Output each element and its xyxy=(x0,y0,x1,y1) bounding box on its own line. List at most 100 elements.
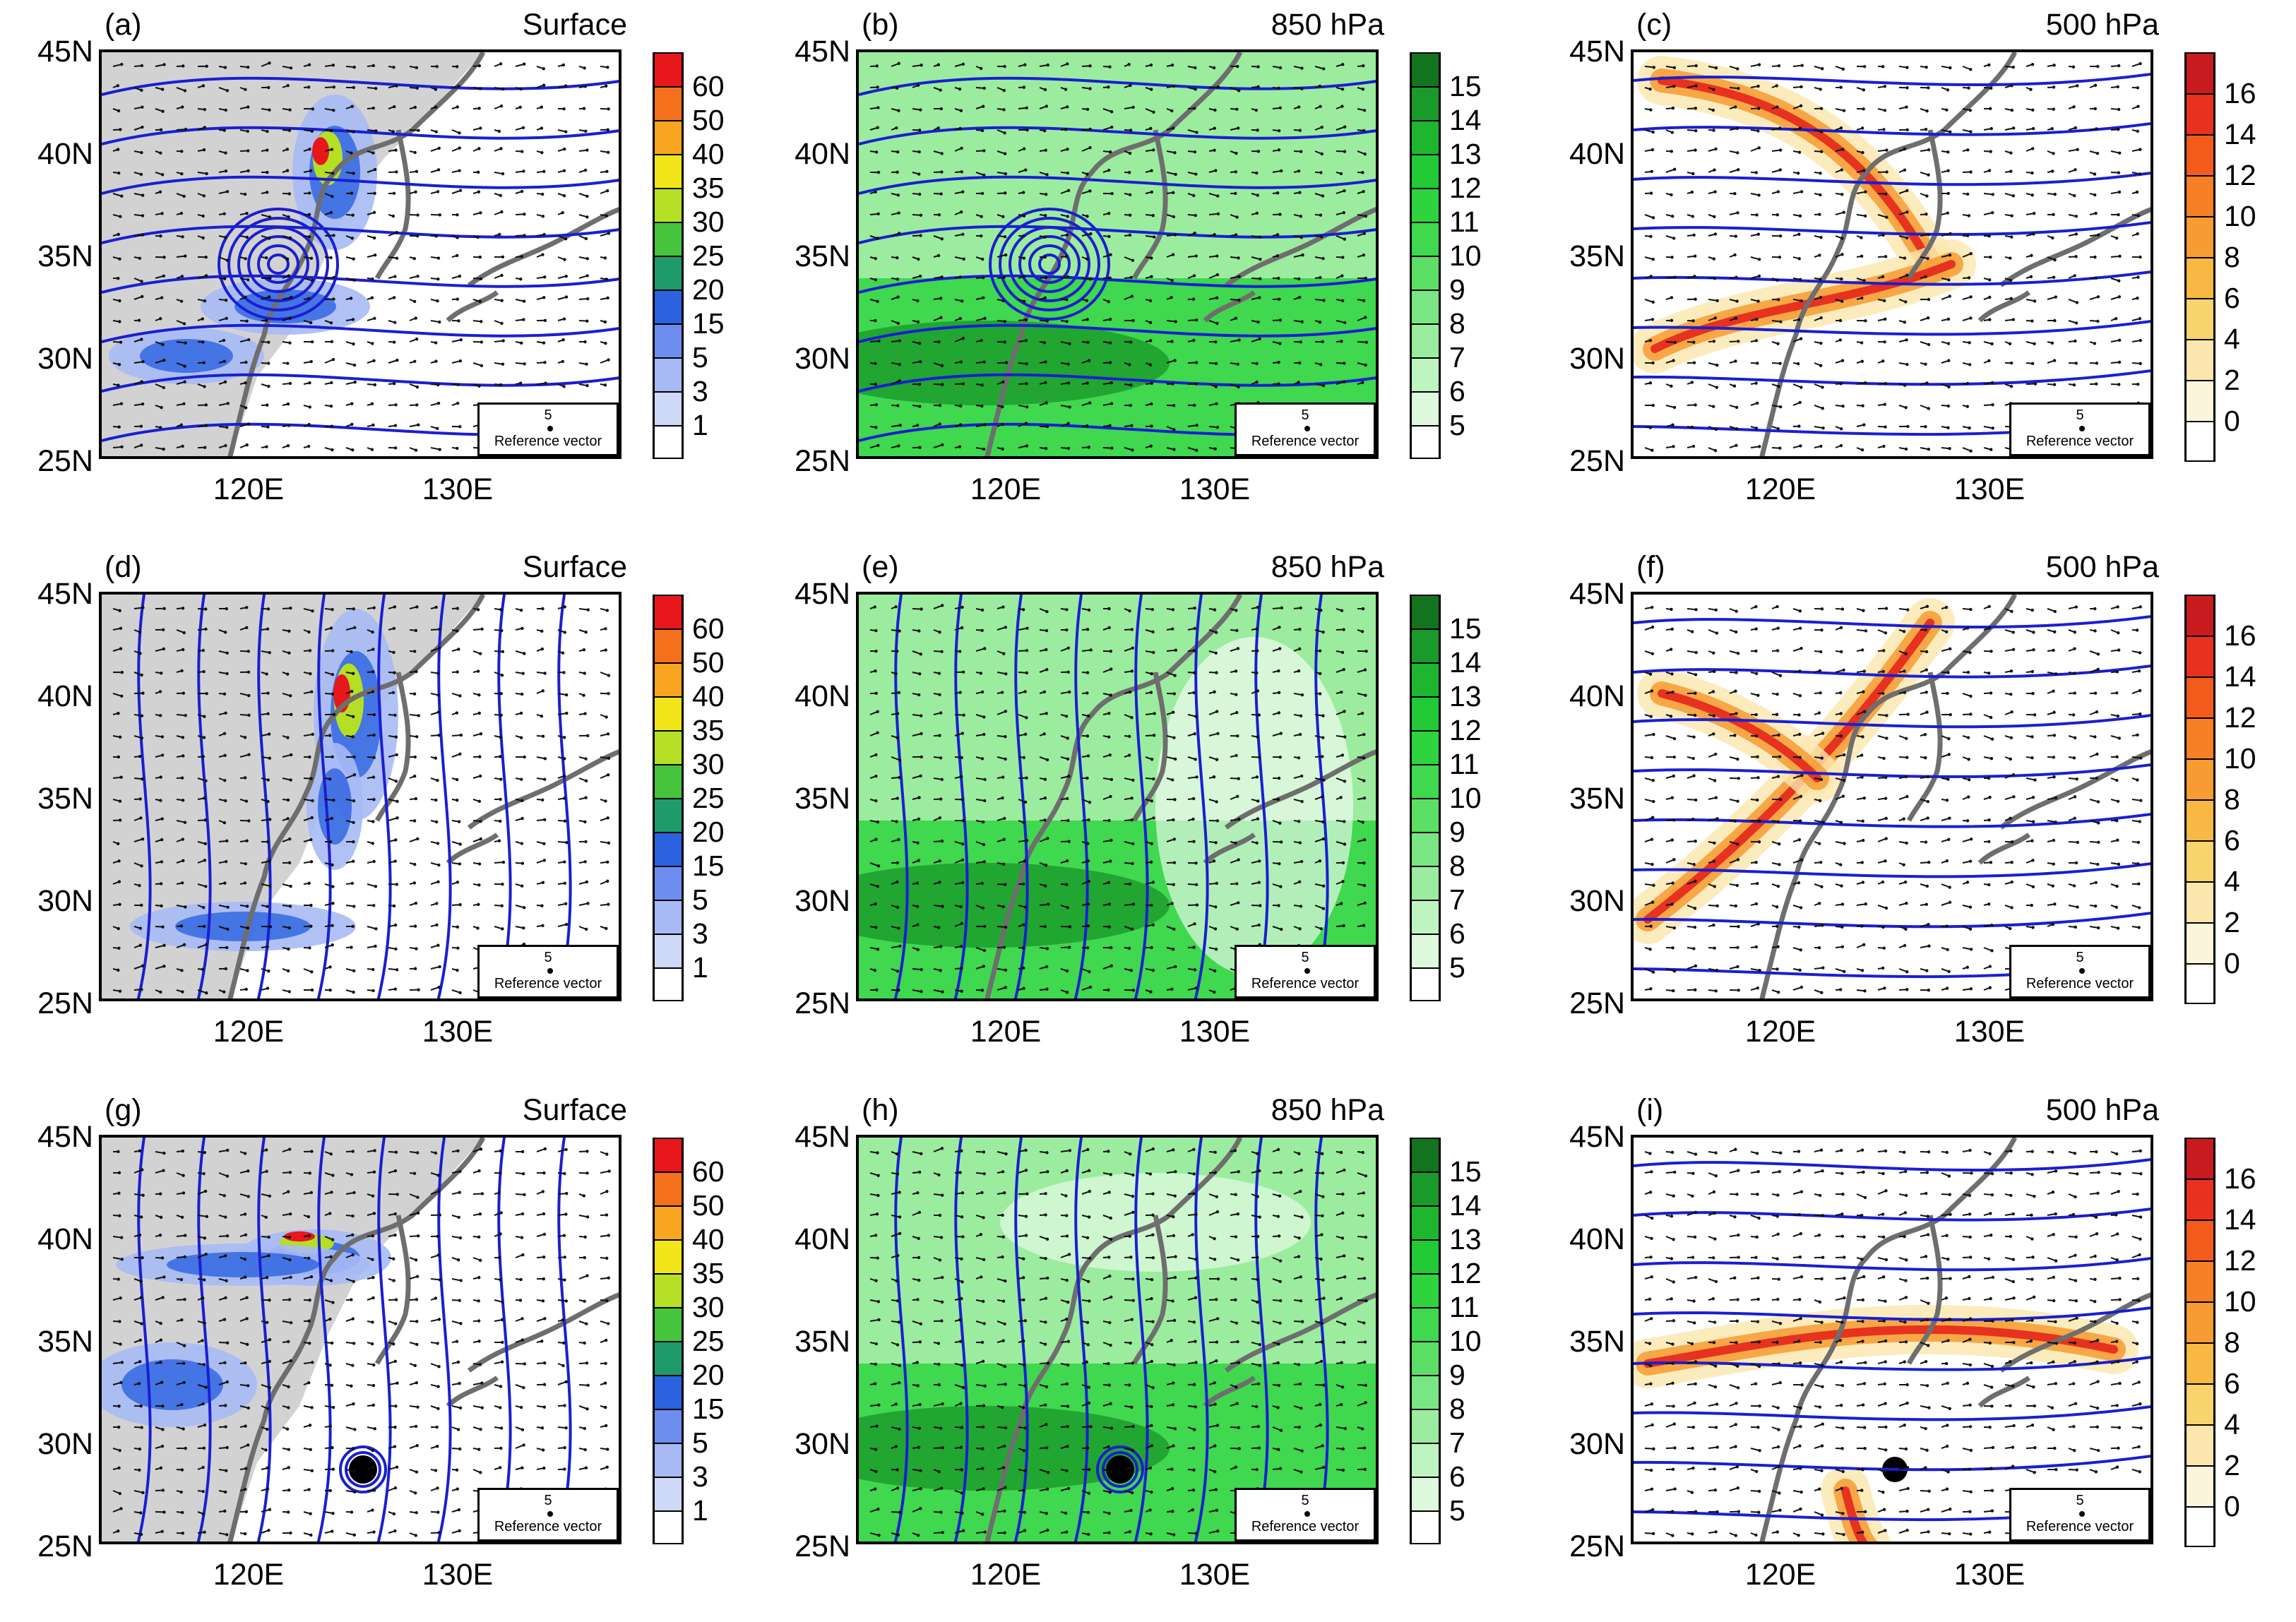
reference-vector-label: Reference vector xyxy=(480,1519,617,1535)
latitude-label: 35N xyxy=(8,241,93,272)
colorbar-cell xyxy=(653,1477,684,1510)
colorbar-cell xyxy=(2184,134,2215,175)
colorbar-tick-label: 6 xyxy=(1449,377,1465,406)
colorbar-cell xyxy=(2184,93,2215,134)
colorbar-tick-label: 16 xyxy=(2224,621,2256,650)
colorbar-cell xyxy=(1410,595,1441,628)
colorbar-tick-label: 12 xyxy=(2224,1246,2256,1275)
colorbar-cell xyxy=(2184,52,2215,93)
colorbar-cell xyxy=(653,900,684,934)
latitude-label: 35N xyxy=(766,1327,850,1357)
reference-vector-magnitude: 5 xyxy=(1237,407,1374,424)
longitude-label: 120E xyxy=(192,475,305,505)
colorbar-cell xyxy=(1410,628,1441,662)
contour-line xyxy=(497,1138,511,1544)
colorbar-cell xyxy=(1410,357,1441,391)
colorbar-tick-label: 25 xyxy=(692,241,725,270)
latitude-label: 45N xyxy=(8,1122,93,1152)
colorbar-tick-label: 13 xyxy=(1449,140,1482,169)
contour-line xyxy=(1634,1406,2153,1419)
colorbar-cell xyxy=(1410,120,1441,154)
colorbar-tick-label: 16 xyxy=(2224,1164,2256,1193)
contour-line xyxy=(437,595,451,1001)
typhoon-center-marker xyxy=(1106,1455,1134,1484)
latitude-label: 40N xyxy=(8,1224,93,1255)
latitude-label: 45N xyxy=(766,1122,850,1152)
colorbar-cell xyxy=(653,730,684,764)
colorbar-cell xyxy=(1410,1138,1441,1171)
colorbar-cell xyxy=(2184,380,2215,421)
colorbar-tick-label: 0 xyxy=(2224,407,2240,436)
colorbar-cell xyxy=(2184,1383,2215,1424)
panel-letter: (g) xyxy=(105,1095,142,1126)
colorbar-cell xyxy=(1410,154,1441,188)
map-plot xyxy=(1634,1138,2153,1544)
reference-arrow-icon xyxy=(1304,426,1310,431)
longitude-label: 120E xyxy=(192,1560,305,1590)
colorbar-tick-label: 11 xyxy=(1449,208,1480,237)
panel-level-title: 500 hPa xyxy=(1913,1095,2159,1126)
colorbar-tick-label: 4 xyxy=(2224,867,2240,896)
colorbar-cell xyxy=(1410,1171,1441,1205)
panel-letter: (i) xyxy=(1636,1095,1663,1126)
colorbar-cell xyxy=(1410,696,1441,730)
longitude-label: 130E xyxy=(1933,475,2046,505)
colorbar-cell xyxy=(1410,425,1441,459)
colorbar-cell xyxy=(653,357,684,391)
colorbar-tick-label: 13 xyxy=(1449,1225,1482,1254)
colorbar-cell xyxy=(653,662,684,696)
colorbar-cell xyxy=(2184,1424,2215,1465)
latitude-label: 25N xyxy=(8,989,93,1019)
colorbar-tick-label: 6 xyxy=(1449,1462,1465,1491)
colorbar-cell xyxy=(2184,1179,2215,1220)
colorbar-tick-label: 15 xyxy=(692,852,725,881)
colorbar-cell xyxy=(2184,1342,2215,1383)
latitude-label: 30N xyxy=(8,344,93,374)
colorbar-tick-label: 5 xyxy=(692,1429,708,1457)
colorbar-cell xyxy=(653,1375,684,1409)
colorbar-cell xyxy=(653,256,684,290)
reference-arrow-icon xyxy=(1304,1511,1310,1517)
latitude-label: 45N xyxy=(766,37,850,67)
colorbar-tick-label: 20 xyxy=(692,275,725,304)
colorbar-tick-label: 3 xyxy=(692,1462,708,1491)
colorbar-cell xyxy=(1410,391,1441,425)
colorbar-tick-label: 10 xyxy=(1449,784,1482,813)
colorbar-cell xyxy=(653,696,684,730)
panel-letter: (h) xyxy=(862,1095,899,1126)
colorbar-cell xyxy=(2184,717,2215,758)
contour-line xyxy=(1634,370,2153,384)
colorbar-tick-label: 10 xyxy=(1449,241,1482,270)
colorbar-tick-label: 8 xyxy=(2224,1328,2240,1357)
reference-vector-label: Reference vector xyxy=(2011,434,2148,450)
colorbar-cell xyxy=(2184,421,2215,462)
reference-arrow-icon xyxy=(1304,968,1310,974)
colorbar-tick-label: 14 xyxy=(2224,1205,2256,1234)
latitude-label: 45N xyxy=(8,37,93,67)
panel-letter: (d) xyxy=(105,552,142,583)
colorbar-tick-label: 8 xyxy=(1449,309,1465,338)
colorbar-cell xyxy=(2184,636,2215,676)
longitude-label: 120E xyxy=(1724,475,1837,505)
colorbar-cell xyxy=(2184,216,2215,257)
panel-level-title: Surface xyxy=(381,10,627,40)
colorbar-tick-label: 14 xyxy=(2224,120,2256,149)
colorbar-tick-label: 9 xyxy=(1449,818,1465,847)
latitude-label: 35N xyxy=(766,241,850,272)
colorbar-cell xyxy=(1410,934,1441,967)
latitude-label: 45N xyxy=(766,579,850,609)
map-plot xyxy=(102,1138,621,1544)
latitude-label: 25N xyxy=(1540,989,1625,1019)
colorbar-cell xyxy=(653,1307,684,1341)
latitude-label: 40N xyxy=(766,139,850,169)
